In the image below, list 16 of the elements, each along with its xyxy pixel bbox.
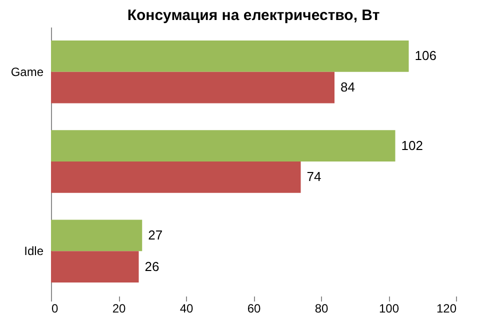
data-label: 102 xyxy=(401,138,423,153)
data-label: 84 xyxy=(340,80,355,95)
x-tick-label: 100 xyxy=(378,302,400,316)
chart-title: Консумация на електричество, Вт xyxy=(127,7,380,24)
x-tick-label: 40 xyxy=(180,302,194,316)
data-label: 74 xyxy=(306,169,322,184)
x-tick-label: 80 xyxy=(314,302,328,316)
x-tick-label: 60 xyxy=(247,302,261,316)
x-tick-label: 120 xyxy=(436,302,457,316)
data-label: 26 xyxy=(144,258,160,274)
x-tick-label: 20 xyxy=(112,302,126,316)
y-tick-label: Game xyxy=(10,64,44,79)
y-tick-label: Idle xyxy=(24,244,44,258)
data-label: 106 xyxy=(414,48,436,64)
x-tick-label: 0 xyxy=(52,302,58,316)
data-label: 27 xyxy=(148,227,163,242)
